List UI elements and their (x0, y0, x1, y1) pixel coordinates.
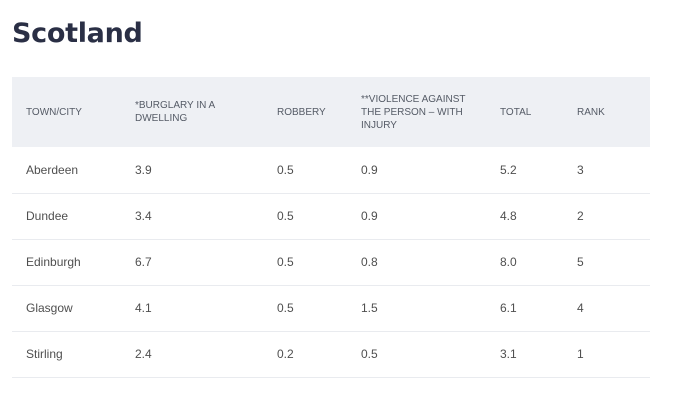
cell-total: 6.1 (500, 301, 517, 315)
cell-total: 4.8 (500, 209, 517, 223)
cell-total: 3.1 (500, 347, 517, 361)
table-row: Aberdeen 3.9 0.5 0.9 5.2 3 (12, 147, 650, 193)
cell-robbery: 0.5 (277, 162, 294, 177)
cell-rank: 3 (577, 162, 584, 177)
cell-town-city: Stirling (26, 347, 63, 361)
crime-table-container: TOWN/CITY *BURGLARY IN A DWELLING ROBBER… (12, 77, 650, 378)
cell-town-city: Edinburgh (26, 255, 81, 269)
table-row: Dundee 3.4 0.5 0.9 4.8 2 (12, 193, 650, 239)
cell-burglary: 2.4 (135, 347, 152, 361)
column-header-total: TOTAL (500, 106, 532, 118)
column-header-burglary: *BURGLARY IN A DWELLING (135, 100, 215, 124)
cell-rank: 2 (577, 209, 584, 223)
cell-robbery: 0.5 (277, 209, 294, 223)
cell-burglary: 6.7 (135, 255, 152, 269)
cell-rank: 1 (577, 347, 584, 361)
table-row: Stirling 2.4 0.2 0.5 3.1 1 (12, 331, 650, 377)
cell-town-city: Dundee (26, 209, 69, 223)
table-header-row: TOWN/CITY *BURGLARY IN A DWELLING ROBBER… (12, 77, 650, 147)
cell-robbery: 0.2 (277, 347, 294, 361)
cell-rank: 5 (577, 255, 584, 269)
cell-burglary: 3.4 (135, 209, 152, 223)
crime-table: TOWN/CITY *BURGLARY IN A DWELLING ROBBER… (12, 77, 650, 378)
column-header-town-city: TOWN/CITY (26, 106, 82, 118)
table-row: Edinburgh 6.7 0.5 0.8 8.0 5 (12, 239, 650, 285)
cell-violence: 0.5 (361, 347, 378, 361)
column-header-rank: RANK (577, 106, 605, 118)
cell-rank: 4 (577, 301, 584, 315)
page-title: Scotland (12, 18, 143, 49)
cell-total: 8.0 (500, 255, 517, 269)
table-body: Aberdeen 3.9 0.5 0.9 5.2 3 Dundee 3.4 0.… (12, 147, 650, 377)
column-header-violence: **VIOLENCE AGAINST THE PERSON – WITH INJ… (361, 93, 466, 131)
cell-violence: 1.5 (361, 301, 378, 315)
table-row: Glasgow 4.1 0.5 1.5 6.1 4 (12, 285, 650, 331)
cell-burglary: 4.1 (135, 301, 152, 315)
cell-violence: 0.8 (361, 255, 378, 269)
cell-town-city: Aberdeen (26, 162, 79, 177)
table-header: TOWN/CITY *BURGLARY IN A DWELLING ROBBER… (12, 77, 650, 147)
cell-robbery: 0.5 (277, 255, 294, 269)
cell-burglary: 3.9 (135, 162, 152, 177)
cell-total: 5.2 (500, 162, 517, 177)
cell-violence: 0.9 (361, 209, 378, 223)
cell-town-city: Glasgow (26, 301, 73, 315)
column-header-robbery: ROBBERY (277, 106, 326, 118)
cell-robbery: 0.5 (277, 301, 294, 315)
cell-violence: 0.9 (361, 162, 378, 177)
